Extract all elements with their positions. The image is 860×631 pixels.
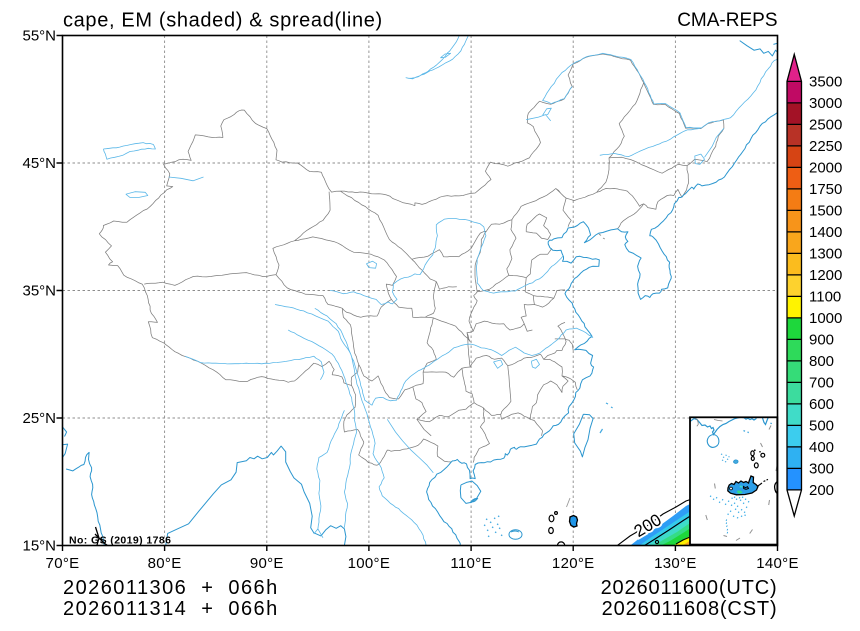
- svg-text:500: 500: [809, 418, 834, 435]
- svg-text:700: 700: [809, 375, 834, 392]
- svg-text:2500: 2500: [809, 117, 842, 134]
- svg-text:No: GS (2019) 1786: No: GS (2019) 1786: [69, 535, 171, 547]
- svg-text:25°N: 25°N: [22, 410, 56, 427]
- svg-text:110°E: 110°E: [450, 555, 491, 572]
- svg-text:120°E: 120°E: [552, 555, 595, 572]
- svg-text:15°N: 15°N: [22, 538, 56, 555]
- svg-text:1500: 1500: [809, 203, 842, 220]
- svg-text:35°N: 35°N: [22, 283, 56, 300]
- svg-text:3500: 3500: [809, 74, 842, 91]
- svg-text:70°E: 70°E: [46, 555, 80, 572]
- svg-text:600: 600: [809, 396, 834, 413]
- svg-text:800: 800: [809, 353, 834, 370]
- svg-text:1750: 1750: [809, 181, 842, 198]
- svg-text:2026011608(CST): 2026011608(CST): [602, 598, 778, 620]
- svg-text:100°E: 100°E: [348, 555, 391, 572]
- svg-text:2026011600(UTC): 2026011600(UTC): [601, 577, 778, 599]
- svg-text:1300: 1300: [809, 246, 842, 263]
- svg-text:200: 200: [809, 482, 834, 499]
- svg-text:130°E: 130°E: [654, 555, 697, 572]
- svg-text:1400: 1400: [809, 224, 842, 241]
- svg-text:55°N: 55°N: [22, 28, 56, 45]
- svg-text:1000: 1000: [809, 310, 842, 327]
- svg-text:1200: 1200: [809, 267, 842, 284]
- svg-text:CMA-REPS: CMA-REPS: [677, 10, 777, 31]
- svg-text:2250: 2250: [809, 138, 842, 155]
- svg-text:2026011314 + 066h: 2026011314 + 066h: [63, 598, 279, 620]
- svg-text:90°E: 90°E: [250, 555, 284, 572]
- svg-text:3000: 3000: [809, 95, 842, 112]
- svg-text:140°E: 140°E: [756, 555, 799, 572]
- svg-text:400: 400: [809, 439, 834, 456]
- svg-text:2000: 2000: [809, 160, 842, 177]
- svg-text:2026011306 + 066h: 2026011306 + 066h: [63, 577, 279, 599]
- svg-text:cape, EM (shaded) & spread(lin: cape, EM (shaded) & spread(line): [63, 10, 383, 32]
- svg-text:1100: 1100: [809, 289, 841, 306]
- svg-text:80°E: 80°E: [148, 555, 182, 572]
- svg-text:900: 900: [809, 332, 834, 349]
- svg-text:300: 300: [809, 461, 834, 478]
- svg-text:45°N: 45°N: [22, 155, 56, 172]
